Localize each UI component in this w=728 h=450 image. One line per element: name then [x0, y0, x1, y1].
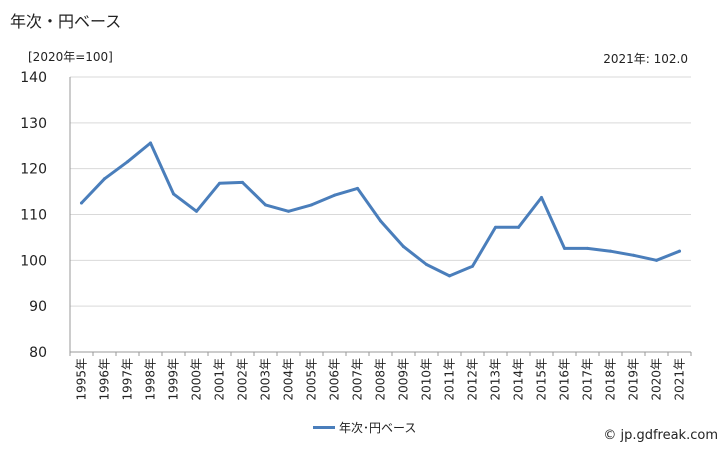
data-point	[333, 193, 336, 197]
x-tick-label: 2005年	[305, 358, 319, 401]
data-point	[632, 253, 635, 257]
legend: 年次･円ベース	[313, 419, 416, 436]
x-tick-label: 2002年	[236, 358, 250, 401]
x-tick-label: 2013年	[489, 358, 503, 401]
x-tick-label: 2001年	[213, 358, 227, 401]
data-point	[264, 203, 267, 207]
x-tick-label: 2010年	[420, 358, 434, 401]
y-tick-label: 110	[20, 208, 47, 224]
x-tick-label: 2003年	[259, 358, 273, 401]
x-tick-label: 2011年	[443, 358, 457, 401]
data-point	[517, 225, 520, 229]
y-tick-label: 120	[20, 162, 47, 178]
x-tick-label: 2006年	[328, 358, 342, 401]
x-tick-label: 2000年	[190, 358, 204, 401]
x-tick-label: 1995年	[75, 358, 89, 401]
x-tick-label: 2017年	[581, 358, 595, 401]
x-tick-label: 2008年	[374, 358, 388, 401]
data-point	[586, 246, 589, 250]
unit-label: [2020年=100]	[28, 50, 113, 64]
y-tick-label: 140	[20, 70, 47, 86]
data-point	[195, 209, 198, 213]
x-tick-label: 2020年	[650, 358, 664, 401]
data-point	[287, 209, 290, 213]
data-point	[356, 186, 359, 190]
data-point	[379, 219, 382, 223]
data-point	[494, 225, 497, 229]
data-point	[402, 245, 405, 249]
latest-value-label: 2021年: 102.0	[603, 52, 688, 66]
data-point	[149, 141, 152, 145]
data-point	[471, 264, 474, 268]
x-tick-label: 1997年	[121, 358, 135, 401]
data-point	[126, 160, 129, 164]
y-tick-label: 100	[20, 253, 47, 269]
data-point	[448, 274, 451, 278]
x-tick-label: 1996年	[98, 358, 112, 401]
data-point	[218, 181, 221, 185]
y-tick-label: 130	[20, 116, 47, 132]
x-tick-label: 1999年	[167, 358, 181, 401]
x-tick-label: 2009年	[397, 358, 411, 401]
data-point	[103, 177, 106, 181]
x-tick-label: 2015年	[535, 358, 549, 401]
data-point	[425, 262, 428, 266]
legend-label: 年次･円ベース	[339, 421, 417, 435]
data-point	[563, 246, 566, 250]
data-point	[540, 196, 543, 200]
data-point	[655, 258, 658, 262]
x-tick-label: 2021年	[673, 358, 687, 401]
data-point	[241, 180, 244, 184]
x-tick-label: 2018年	[604, 358, 618, 401]
x-tick-label: 2012年	[466, 358, 480, 401]
x-tick-label: 2016年	[558, 358, 572, 401]
data-point	[172, 192, 175, 196]
data-point	[609, 249, 612, 253]
series-line	[80, 141, 681, 278]
source-credit: © jp.gdfreak.com	[603, 428, 718, 443]
y-tick-label: 80	[29, 345, 47, 361]
chart-title: 年次・円ベース	[10, 12, 122, 31]
x-tick-label: 2019年	[627, 358, 641, 401]
x-tick-label: 2014年	[512, 358, 526, 401]
y-tick-label: 90	[29, 299, 47, 315]
data-point	[678, 249, 681, 253]
data-point	[80, 201, 83, 205]
legend-swatch	[313, 426, 335, 429]
x-tick-label: 2004年	[282, 358, 296, 401]
data-point	[310, 203, 313, 207]
x-tick-label: 2007年	[351, 358, 365, 401]
x-tick-label: 1998年	[144, 358, 158, 401]
